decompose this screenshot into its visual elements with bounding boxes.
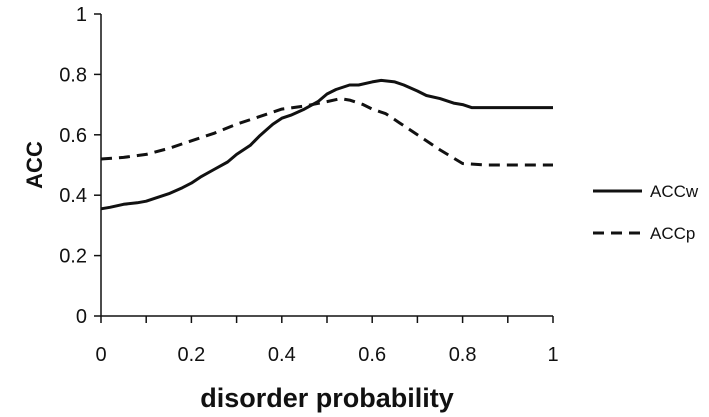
x-axis-ticks: 0 0.2 0.4 0.6 0.8 1	[95, 316, 559, 366]
x-tick-label: 0.2	[177, 344, 205, 366]
series-line-accp	[100, 97, 553, 167]
y-tick-label: 0	[76, 306, 87, 328]
legend: ACCw ACCp	[593, 182, 699, 243]
legend-label-accw: ACCw	[650, 182, 699, 201]
y-axis-ticks: 0 0.2 0.4 0.6 0.8 1	[59, 4, 101, 328]
series-layer	[100, 78, 553, 211]
series-line-accw	[100, 78, 553, 211]
x-axis-title: disorder probability	[200, 383, 454, 413]
x-tick-label: 1	[547, 344, 558, 366]
x-tick-label: 0.4	[268, 344, 296, 366]
y-tick-label: 1	[76, 4, 87, 26]
x-tick-label: 0.8	[449, 344, 477, 366]
y-tick-label: 0.6	[59, 125, 87, 147]
y-tick-label: 0.2	[59, 246, 87, 268]
y-tick-label: 0.8	[59, 64, 87, 86]
axes	[100, 14, 553, 317]
x-tick-label: 0	[95, 344, 106, 366]
x-tick-label: 0.6	[358, 344, 386, 366]
y-tick-label: 0.4	[59, 185, 87, 207]
y-axis-title: ACC	[22, 141, 47, 189]
legend-label-accp: ACCp	[650, 224, 695, 243]
